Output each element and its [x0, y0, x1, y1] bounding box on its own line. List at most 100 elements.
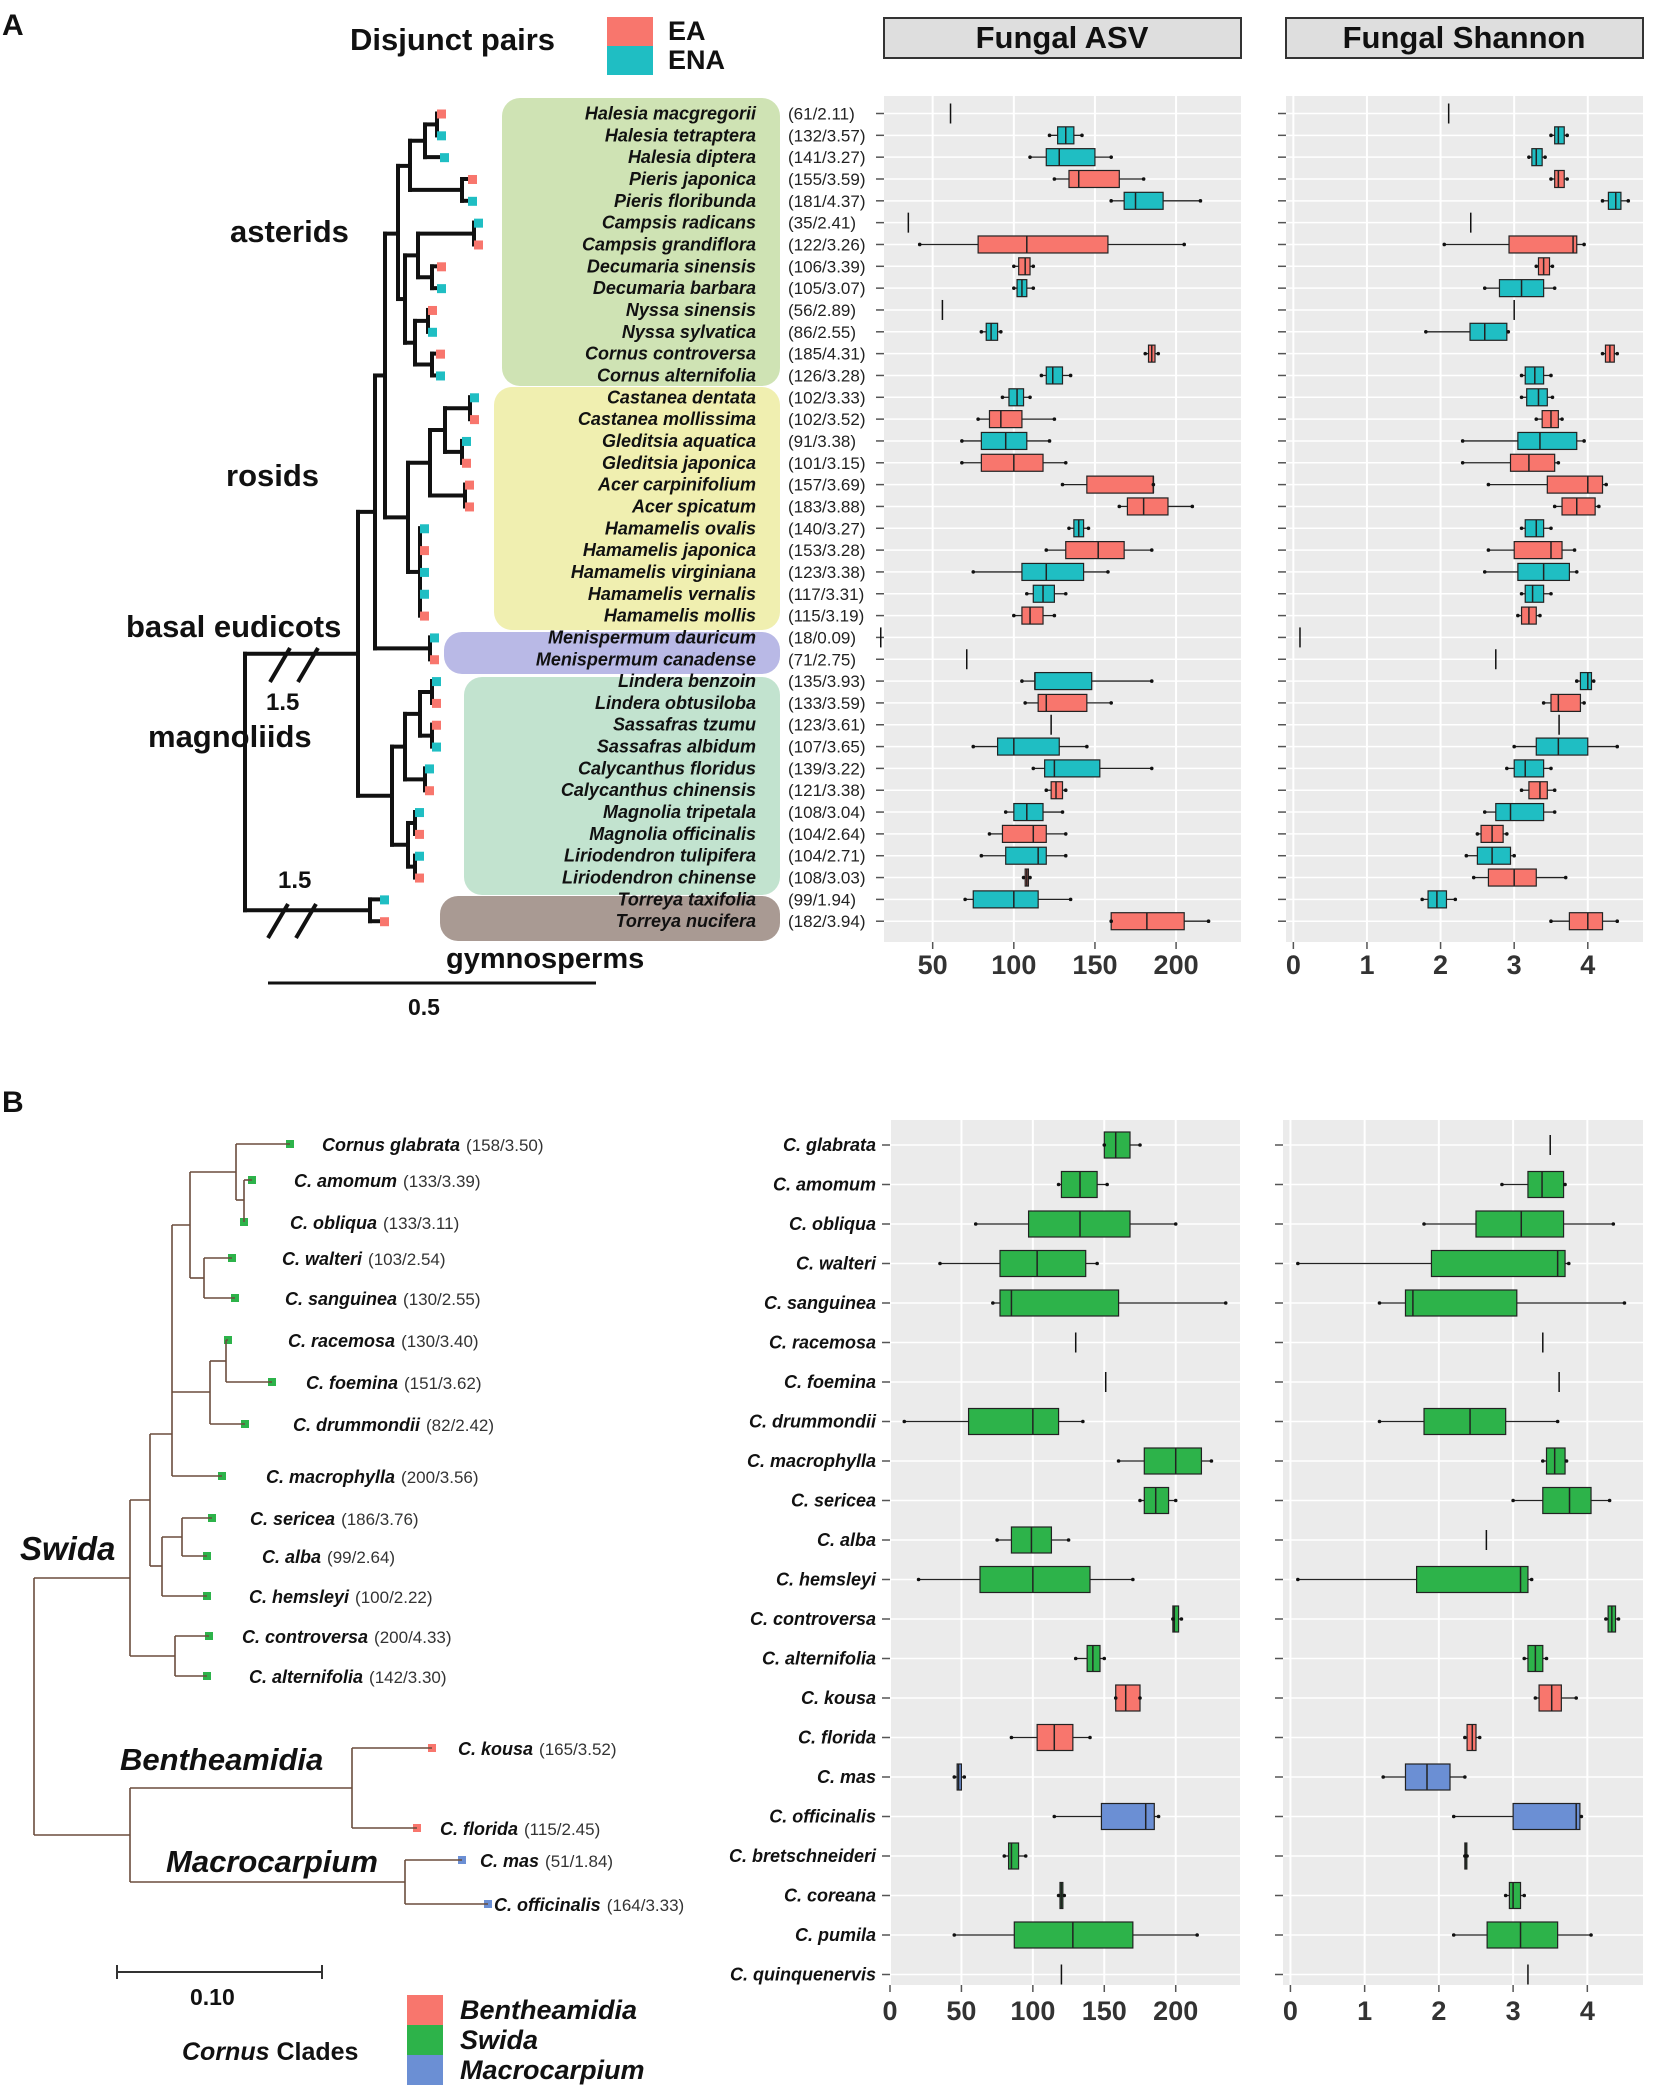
box-gleditsia-japonica [1509, 453, 1556, 472]
point-max-gleditsia-aquatica [1047, 439, 1052, 443]
cornus-row-label-c-racemosa: C. racemosa [769, 1333, 876, 1353]
panel-label-a: A [2, 9, 24, 42]
legend-b-title-rest: Clades [270, 2038, 359, 2066]
point-min-hamamelis-vernalis [1025, 591, 1029, 596]
species-label-lindera-benzoin: Lindera benzoin [618, 671, 756, 691]
point-max-c-controversa [1179, 1617, 1184, 1621]
box-magnolia-tripetala [1495, 802, 1545, 822]
species-label-magnolia-tripetala: Magnolia tripetala [603, 802, 756, 822]
tip-marker-nyssa-sinensis [428, 305, 437, 315]
point-min-cornus-alternifolia [1039, 373, 1044, 378]
species-stat-gleditsia-aquatica: (91/3.38) [788, 432, 856, 451]
species-stat-menispermum-dauricum: (18/0.09) [788, 628, 856, 647]
cornus-tip-name: C. officinalis [494, 1895, 601, 1915]
x-tick-label-0: 0 [1286, 950, 1301, 980]
box-acer-carpinifolium [1546, 475, 1604, 494]
cornus-tip-c-racemosa: C. racemosa (130/3.40) [288, 1331, 479, 1351]
tip-marker-nyssa-sylvatica [428, 327, 437, 337]
point-max-hamamelis-mollis [1052, 613, 1057, 618]
legend-b-label-bentheamidia: Bentheamidia [460, 1995, 637, 2025]
point-min-c-coreana [1503, 1893, 1508, 1898]
tip-marker-hamamelis-japonica [420, 546, 429, 556]
legend-a-swatch-ea [607, 17, 653, 46]
point-min-pieris-japonica [1052, 177, 1057, 181]
fungal-asv-plot: Fungal ASV 50 100 150 200 [876, 17, 1242, 980]
species-labels-a: Halesia macgregorii (61/2.11) Halesia tetr… [536, 104, 866, 932]
point-max-c-walteri [1095, 1261, 1099, 1266]
legend-a-label-ea: EA [668, 16, 706, 46]
clade-label-gymnosperms: gymnosperms [446, 943, 644, 975]
tip-marker-halesia-diptera [440, 153, 449, 163]
fungal-asv-strip [883, 17, 1242, 59]
asterids-background [502, 98, 780, 386]
point-max-gleditsia-japonica [1556, 460, 1561, 465]
point-max-c-hemsleyi [1131, 1577, 1135, 1582]
species-stat-acer-spicatum: (183/3.88) [788, 497, 866, 516]
point-max-cornus-controversa [1615, 351, 1620, 356]
point-min-lindera-obtusiloba [1023, 701, 1027, 705]
point-max-c-coreana [1522, 1893, 1527, 1898]
point-min-c-florida [1009, 1735, 1014, 1740]
box-pieris-floribunda [1607, 191, 1622, 210]
point-min-liriodendron-chinense [1021, 875, 1026, 880]
legend-b: Cornus Clades Bentheamidia Swida Macroca… [182, 1995, 645, 2085]
point-min-decumaria-barbara [1482, 286, 1487, 290]
species-label-acer-carpinifolium: Acer carpinifolium [597, 475, 756, 495]
point-max-c-mas [1463, 1775, 1467, 1779]
point-max-castanea-dentata [1028, 395, 1032, 400]
species-stat-campsis-grandiflora: (122/3.26) [788, 235, 866, 254]
point-min-decumaria-barbara [1012, 286, 1016, 290]
point-min-castanea-mollissima [976, 417, 980, 421]
point-min-liriodendron-chinense [1471, 875, 1476, 880]
box-lindera-obtusiloba [1550, 693, 1582, 713]
cornus-row-label-c-walteri: C. walteri [796, 1254, 877, 1274]
point-max-halesia-diptera [1109, 155, 1113, 159]
cornus-asv-plot: 0 50 100 150 200 C. glabrata C. amomum C. obliq… [729, 1120, 1240, 2026]
box-castanea-dentata [1526, 388, 1548, 407]
point-min-hamamelis-ovalis [1067, 526, 1071, 531]
cornus-row-label-c-bretschneideri: C. bretschneideri [729, 1846, 877, 1866]
point-max-castanea-mollissima [1560, 417, 1564, 421]
cornus-tip-cornus-glabrata: Cornus glabrata (158/3.50) [322, 1135, 544, 1155]
point-min-c-alternifolia [1073, 1656, 1078, 1661]
tip-marker-magnolia-officinalis [415, 829, 424, 839]
point-max-hamamelis-mollis [1538, 613, 1542, 618]
box-magnolia-tripetala [1013, 802, 1044, 822]
point-max-c-hemsleyi [1529, 1577, 1534, 1582]
point-min-c-drummondii [902, 1419, 907, 1424]
box-c-walteri [999, 1249, 1087, 1278]
species-label-halesia-tetraptera: Halesia tetraptera [605, 125, 756, 145]
cornus-tip-stat: (200/4.33) [374, 1628, 452, 1647]
cornus-tip-c-amomum: C. amomum (133/3.39) [294, 1171, 481, 1191]
x-tick-label-200: 200 [1154, 950, 1199, 980]
point-min-c-sanguinea [991, 1301, 995, 1305]
species-stat-calycanthus-chinensis: (121/3.38) [788, 781, 866, 800]
point-max-acer-spicatum [1597, 504, 1601, 509]
x-tick-label-100: 100 [991, 950, 1036, 980]
clade-label-swida: Swida [20, 1530, 115, 1567]
point-max-campsis-grandiflora [1582, 242, 1586, 247]
x-tick-label-100: 100 [1010, 1996, 1055, 2026]
x-tick-label-50: 50 [946, 1996, 976, 2026]
point-max-liriodendron-tulipifera [1063, 853, 1068, 858]
tip-marker-liriodendron-chinense [415, 873, 424, 883]
cornus-row-label-c-alternifolia: C. alternifolia [762, 1649, 876, 1669]
species-stat-hamamelis-japonica: (153/3.28) [788, 541, 866, 560]
cornus-tip-c-florida: C. florida (115/2.45) [440, 1819, 600, 1839]
box-torreya-taxifolia [972, 890, 1039, 909]
box-decumaria-sinensis [1018, 257, 1031, 276]
cornus-row-label-c-foemina: C. foemina [784, 1372, 876, 1392]
species-label-pieris-floribunda: Pieris floribunda [614, 191, 756, 211]
point-min-c-bretschneideri [1002, 1854, 1007, 1858]
box-calycanthus-floridus [1513, 759, 1545, 778]
scale-bar-b-label: 0.10 [190, 1984, 235, 2010]
box-c-macrophylla [1545, 1447, 1566, 1475]
point-max-c-florida [1477, 1735, 1482, 1740]
box-acer-carpinifolium [1086, 475, 1154, 494]
tip-marker-magnolia-tripetala [415, 808, 424, 818]
point-min-c-coreana [1056, 1893, 1061, 1898]
cornus-tip-stat: (99/2.64) [327, 1548, 395, 1567]
cornus-tip-c-controversa: C. controversa (200/4.33) [242, 1627, 452, 1647]
cornus-tip-stat: (115/2.45) [524, 1820, 600, 1839]
species-label-halesia-diptera: Halesia diptera [628, 147, 756, 167]
